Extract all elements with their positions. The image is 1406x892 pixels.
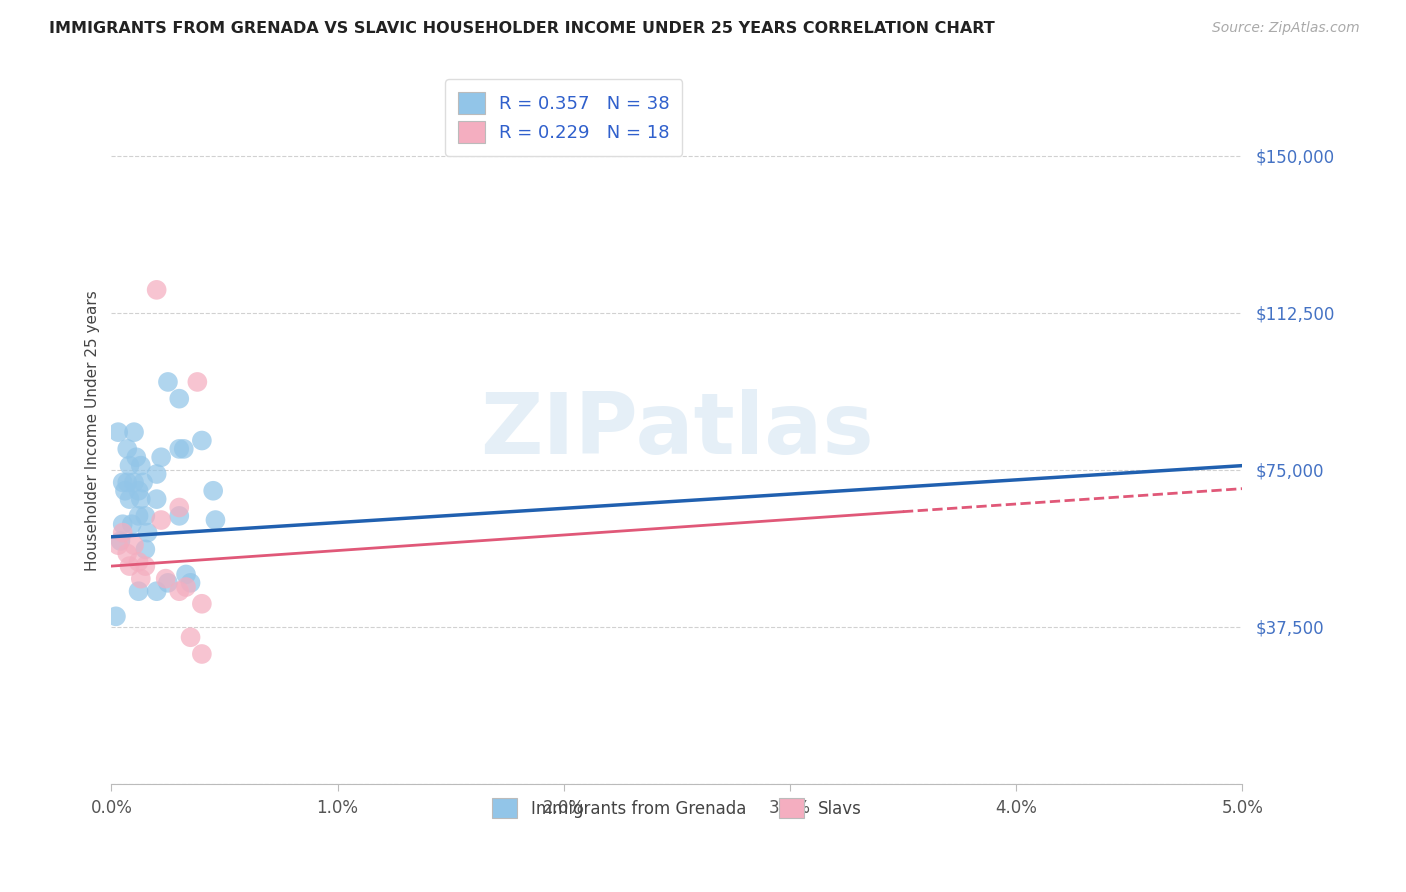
Point (118, 559, 141, 574)
Legend: Immigrants from Grenada, Slavs: Immigrants from Grenada, Slavs (485, 791, 868, 825)
Point (115, 547, 138, 561)
Point (125, 450, 148, 465)
Point (129, 458, 152, 473)
Point (155, 572, 177, 586)
Point (118, 458, 141, 473)
Point (115, 442, 138, 456)
Point (111, 517, 134, 532)
Point (167, 500, 190, 515)
Point (134, 542, 156, 557)
Point (122, 475, 145, 490)
Text: IMMIGRANTS FROM GRENADA VS SLAVIC HOUSEHOLDER INCOME UNDER 25 YEARS CORRELATION : IMMIGRANTS FROM GRENADA VS SLAVIC HOUSEH… (49, 21, 995, 36)
Point (110, 533, 132, 548)
Point (167, 584, 190, 599)
Point (104, 609, 127, 624)
Point (180, 575, 202, 590)
Point (136, 525, 159, 540)
Y-axis label: Householder Income Under 25 years: Householder Income Under 25 years (86, 290, 100, 571)
Point (114, 483, 136, 498)
Point (118, 492, 141, 507)
Point (174, 567, 197, 582)
Point (156, 375, 179, 389)
Point (204, 513, 226, 527)
Point (129, 572, 152, 586)
Point (191, 647, 214, 661)
Point (167, 392, 190, 406)
Point (191, 597, 214, 611)
Point (128, 555, 150, 569)
Point (128, 483, 150, 498)
Text: Source: ZipAtlas.com: Source: ZipAtlas.com (1212, 21, 1360, 35)
Point (134, 559, 156, 574)
Point (145, 584, 167, 599)
Point (129, 492, 152, 507)
Point (191, 434, 214, 448)
Point (174, 580, 197, 594)
Point (167, 442, 190, 456)
Point (128, 508, 150, 523)
Point (167, 508, 190, 523)
Point (122, 538, 145, 552)
Point (202, 483, 225, 498)
Point (145, 283, 167, 297)
Point (134, 508, 156, 523)
Point (132, 475, 155, 490)
Point (122, 425, 145, 439)
Point (145, 492, 167, 507)
Point (111, 475, 134, 490)
Point (121, 517, 143, 532)
Point (115, 475, 138, 490)
Point (150, 513, 173, 527)
Point (156, 575, 179, 590)
Point (150, 450, 173, 465)
Point (186, 375, 208, 389)
Point (128, 584, 150, 599)
Point (180, 630, 202, 644)
Text: ZIPatlas: ZIPatlas (479, 389, 873, 472)
Point (145, 467, 167, 481)
Point (173, 442, 195, 456)
Point (107, 425, 129, 439)
Point (107, 538, 129, 552)
Point (111, 525, 134, 540)
